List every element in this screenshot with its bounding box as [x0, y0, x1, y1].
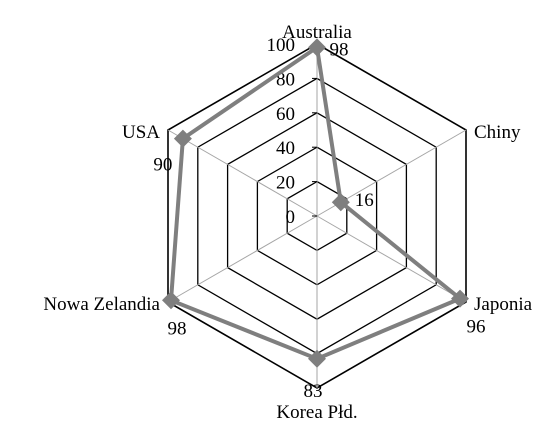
spoke-5: [167, 129, 318, 217]
category-label-usa: USA: [122, 122, 160, 143]
axis-tick-label-60: 60: [276, 104, 295, 125]
axis-tick-label-40: 40: [276, 138, 295, 159]
data-label-korea-p-d-: 83: [304, 381, 323, 402]
data-point-nowa-zelandia: [162, 291, 180, 310]
data-labels: 98 16 96 83 98 90: [153, 39, 485, 401]
category-label-korea-p-d-: Korea Płd.: [276, 402, 357, 423]
data-label-australia: 98: [330, 39, 349, 60]
category-labels: Australia Chiny Japonia Korea Płd. Nowa Zela…: [43, 22, 532, 423]
spoke-4: [167, 215, 318, 303]
category-label-chiny: Chiny: [474, 122, 521, 143]
series-line-0: [169, 45, 462, 361]
axis-tick-label-0: 0: [286, 207, 296, 228]
data-label-usa: 90: [153, 155, 172, 176]
axis-tick-label-100: 100: [267, 35, 296, 56]
category-label-australia: Australia: [282, 22, 352, 43]
data-series: [162, 38, 469, 368]
data-point-australia: [308, 38, 326, 57]
data-point-usa: [173, 129, 192, 148]
data-point-japonia: [451, 289, 469, 308]
axis-tick-label-20: 20: [276, 173, 295, 194]
data-label-chiny: 16: [355, 190, 374, 211]
axis-tick-label-80: 80: [276, 69, 295, 90]
data-label-japonia: 96: [467, 317, 486, 338]
category-label-nowa-zelandia: Nowa Zelandia: [43, 294, 160, 315]
data-point-chiny: [331, 193, 350, 212]
radial-ticks: 0 20 40 60 80 100: [267, 35, 317, 228]
data-label-nowa-zelandia: 98: [168, 318, 187, 339]
data-point-korea-p-d-: [308, 349, 326, 368]
spoke-2: [316, 215, 467, 303]
category-label-japonia: Japonia: [474, 294, 533, 315]
